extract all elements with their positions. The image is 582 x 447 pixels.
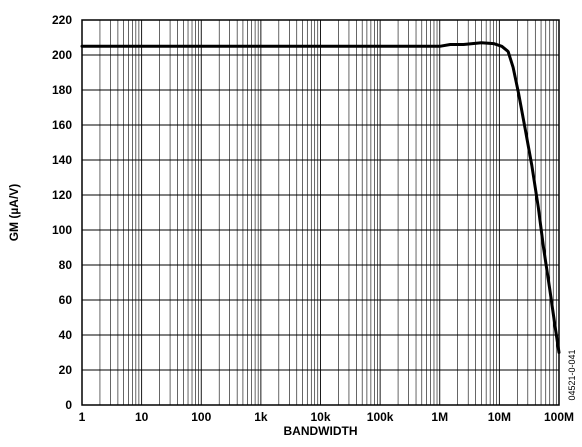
x-tick-label: 1k bbox=[254, 410, 268, 424]
y-tick-label: 20 bbox=[59, 363, 73, 377]
x-tick-label: 10M bbox=[488, 410, 511, 424]
x-tick-label: 10k bbox=[310, 410, 330, 424]
y-tick-label: 220 bbox=[52, 13, 72, 27]
plot-frame bbox=[81, 19, 560, 406]
x-axis-title: BANDWIDTH bbox=[284, 424, 358, 438]
tick-labels: 0 20 40 60 80 100 120 140 160 180 200 220 1 10 100 1k 10… bbox=[52, 13, 574, 424]
x-tick-label: 10 bbox=[135, 410, 149, 424]
y-axis-title: GM (µA/V) bbox=[7, 184, 21, 242]
x-tick-label: 100M bbox=[544, 410, 574, 424]
figure-id-annotation: 04521-0-041 bbox=[567, 349, 577, 400]
y-tick-label: 200 bbox=[52, 48, 72, 62]
y-tick-label: 160 bbox=[52, 118, 72, 132]
y-tick-label: 120 bbox=[52, 188, 72, 202]
y-tick-label: 0 bbox=[65, 398, 72, 412]
y-tick-label: 40 bbox=[59, 328, 73, 342]
y-tick-label: 100 bbox=[52, 223, 72, 237]
y-tick-label: 80 bbox=[59, 258, 73, 272]
y-tick-label: 140 bbox=[52, 153, 72, 167]
series-line bbox=[80, 41, 561, 354]
x-tick-label: 1 bbox=[79, 410, 86, 424]
x-tick-label: 100k bbox=[367, 410, 394, 424]
x-tick-label: 1M bbox=[431, 410, 448, 424]
grid bbox=[81, 19, 559, 406]
y-tick-label: 60 bbox=[59, 293, 73, 307]
x-tick-label: 100 bbox=[191, 410, 211, 424]
y-tick-label: 180 bbox=[52, 83, 72, 97]
